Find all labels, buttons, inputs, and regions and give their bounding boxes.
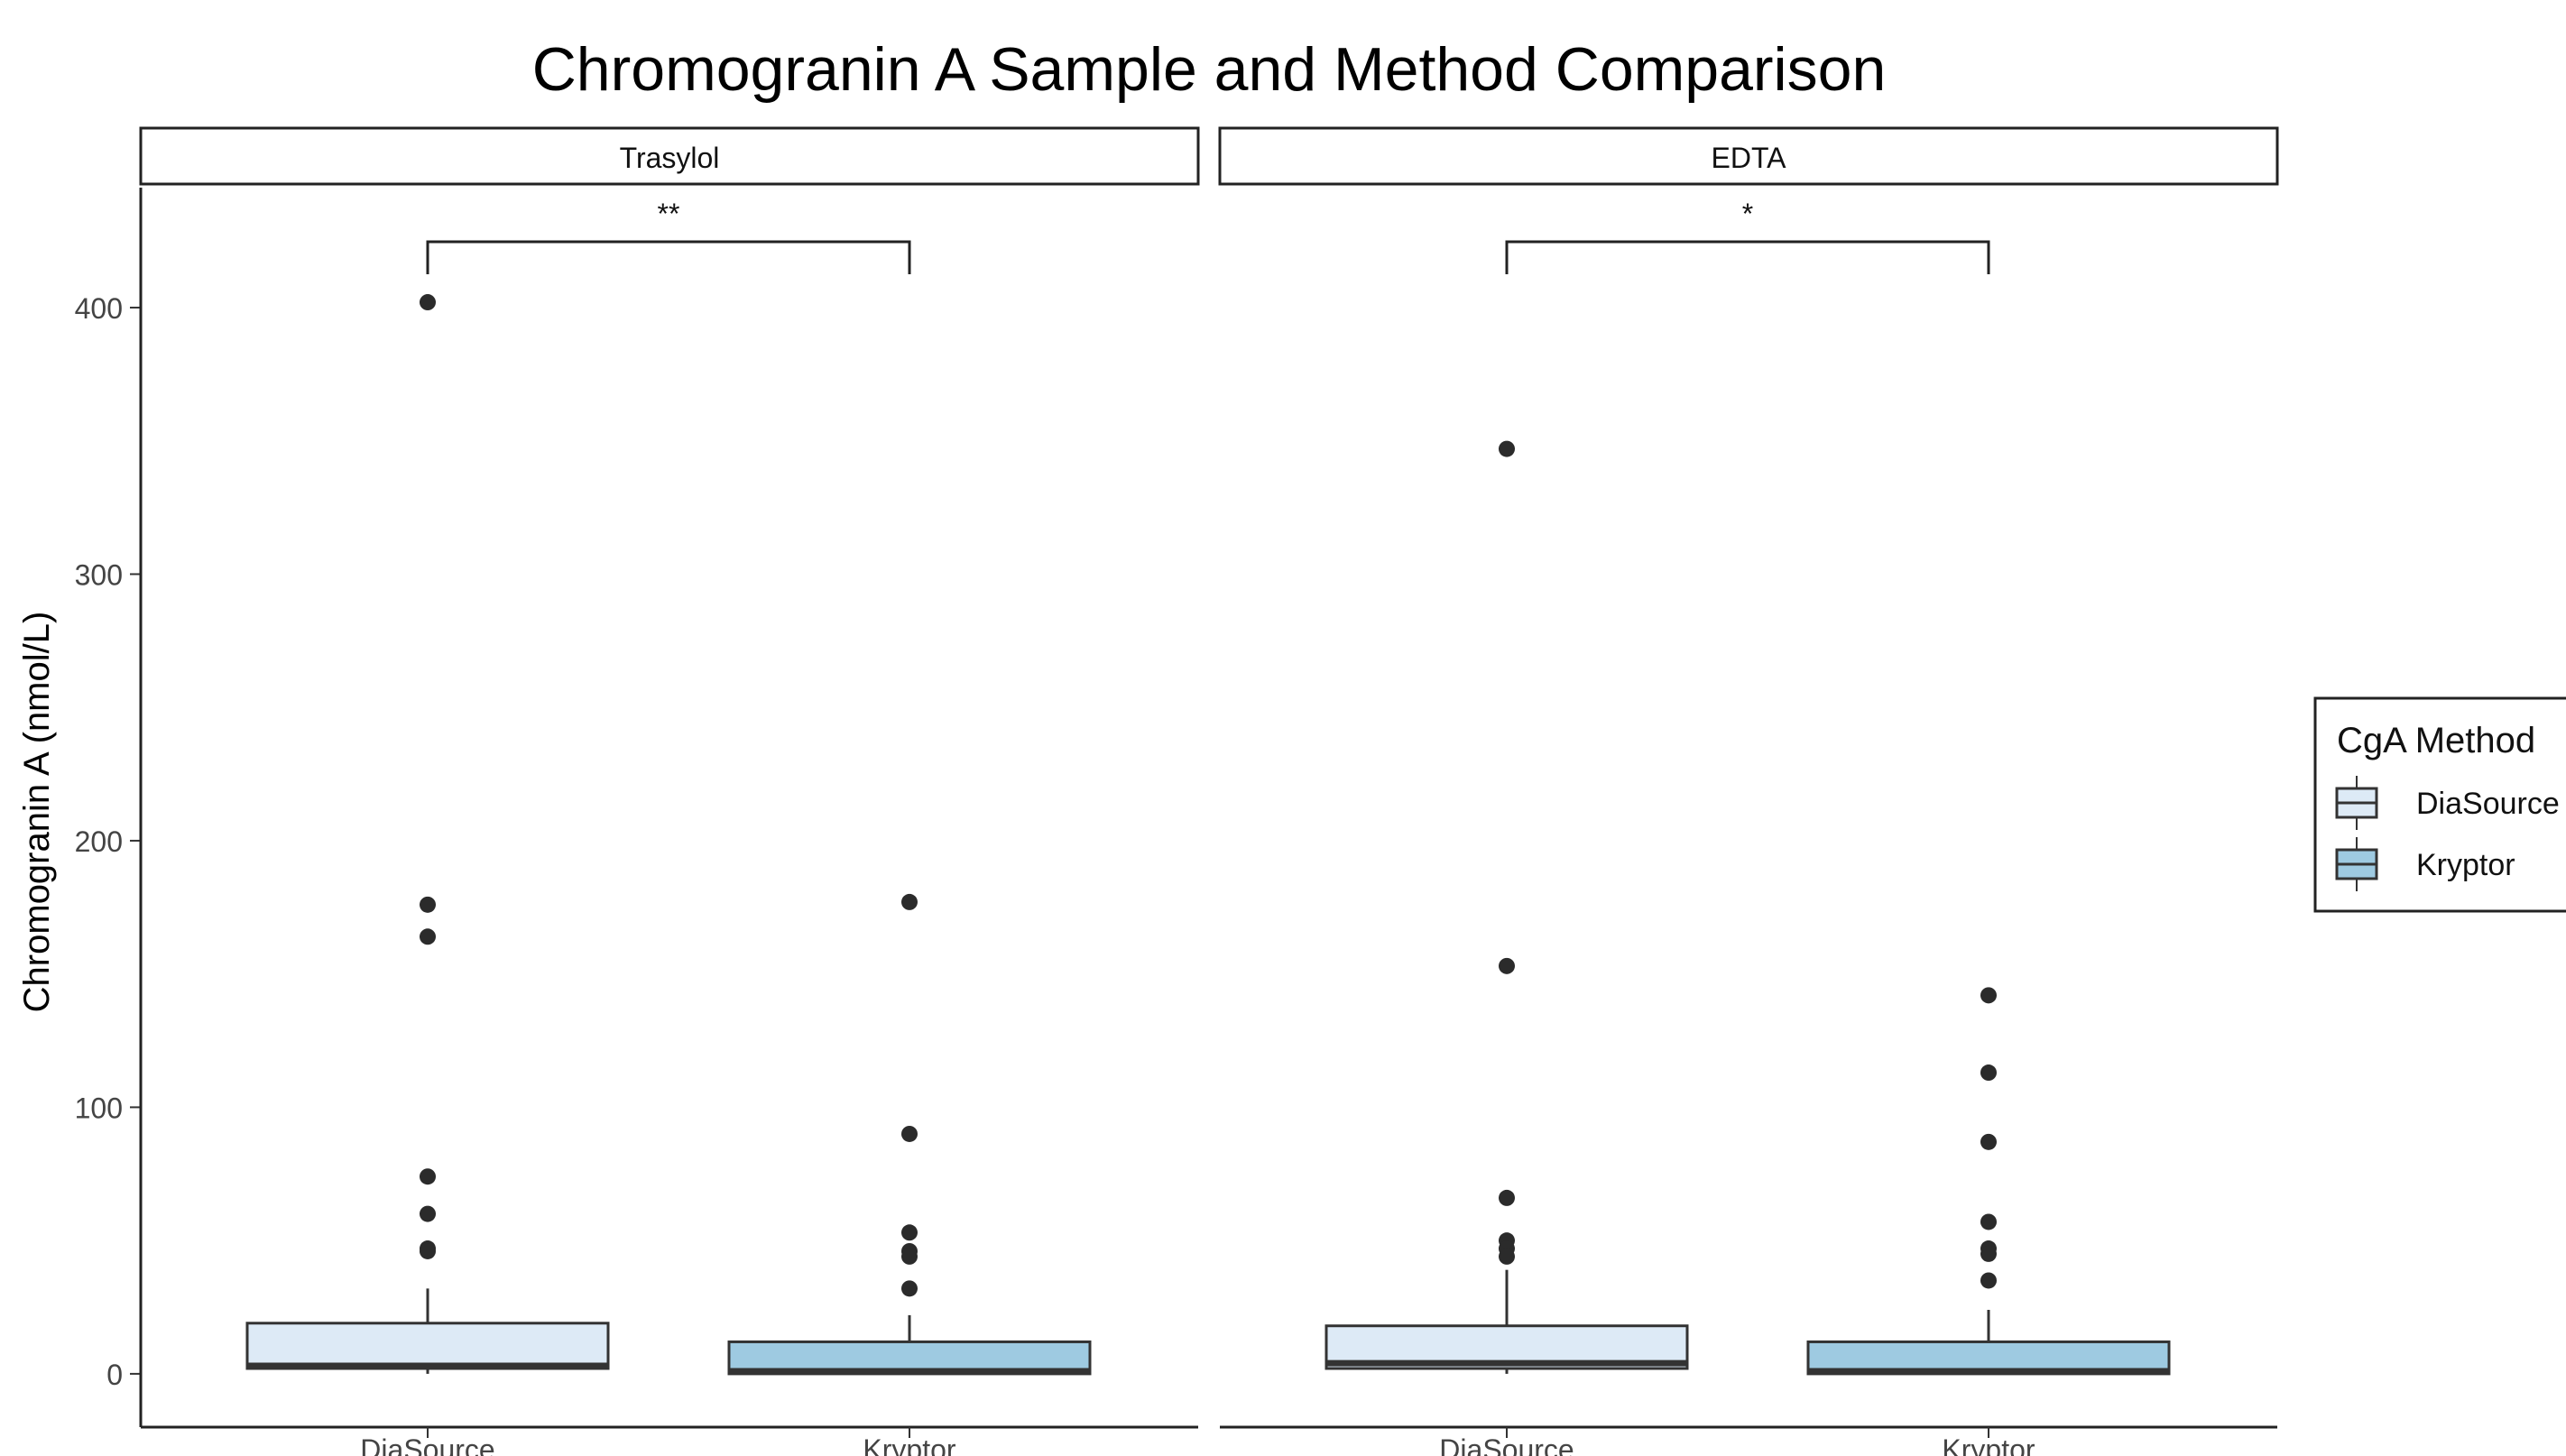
box-diasource: DiaSource xyxy=(245,294,610,1456)
y-tick-label: 300 xyxy=(75,558,123,591)
outlier-point xyxy=(420,1168,436,1185)
x-tick-label: Kryptor xyxy=(863,1433,955,1456)
outlier-point xyxy=(420,896,436,913)
box-kryptor: Kryptor xyxy=(1806,987,2171,1456)
outlier-point xyxy=(901,893,918,910)
outlier-point xyxy=(901,1224,918,1241)
significance-bracket xyxy=(1505,240,1990,274)
facet-strip-label: Trasylol xyxy=(620,142,720,174)
outlier-point xyxy=(1980,1064,1997,1082)
outlier-point xyxy=(420,294,436,311)
outlier-point xyxy=(1980,1213,1997,1230)
outlier-point xyxy=(1980,1133,1997,1150)
facets: 0 100 200 300 400 Trasylol DiaSource Kryptor ** E… xyxy=(75,126,2279,1456)
facet-strip-label: EDTA xyxy=(1712,142,1787,174)
outlier-point xyxy=(901,1280,918,1297)
outlier-point xyxy=(1980,987,1997,1004)
box-diasource: DiaSource xyxy=(1325,440,1689,1456)
outlier-point xyxy=(1499,1189,1515,1206)
facet-panel: EDTA DiaSource Kryptor * xyxy=(1218,126,2279,1456)
y-tick-label: 100 xyxy=(75,1092,123,1124)
outlier-point xyxy=(901,1125,918,1142)
y-tick-label: 0 xyxy=(106,1359,123,1391)
legend-entry-label: DiaSource xyxy=(2416,787,2560,821)
y-tick-label: 200 xyxy=(75,825,123,858)
outlier-point xyxy=(1980,1272,1997,1289)
facet-panel: Trasylol DiaSource Kryptor ** xyxy=(139,126,1200,1456)
facet-strip xyxy=(1218,126,2279,186)
significance-label: ** xyxy=(658,198,680,230)
legend-title: CgA Method xyxy=(2337,721,2535,760)
x-tick-label: Kryptor xyxy=(1942,1433,2035,1456)
box-kryptor: Kryptor xyxy=(727,893,1092,1456)
outlier-point xyxy=(901,1248,918,1265)
y-axis-label: Chromogranin A (nmol/L) xyxy=(17,612,57,1013)
outlier-point xyxy=(1980,1245,1997,1262)
outlier-point xyxy=(420,928,436,945)
significance-label: * xyxy=(1742,198,1753,230)
outlier-point xyxy=(420,1205,436,1222)
outlier-point xyxy=(1499,1248,1515,1265)
legend-entry-label: Kryptor xyxy=(2416,848,2515,882)
x-tick-label: DiaSource xyxy=(360,1433,494,1456)
outlier-point xyxy=(1499,957,1515,974)
y-tick-label: 400 xyxy=(75,292,123,325)
facet-strip xyxy=(139,126,1200,186)
outlier-point xyxy=(420,1242,436,1259)
x-tick-label: DiaSource xyxy=(1439,1433,1574,1456)
significance-bracket xyxy=(426,240,911,274)
legend: CgA Method DiaSource Kryptor xyxy=(2313,696,2566,913)
box-body xyxy=(245,1322,610,1370)
outlier-point xyxy=(1499,440,1515,457)
chart-title: Chromogranin A Sample and Method Compari… xyxy=(532,35,1887,104)
